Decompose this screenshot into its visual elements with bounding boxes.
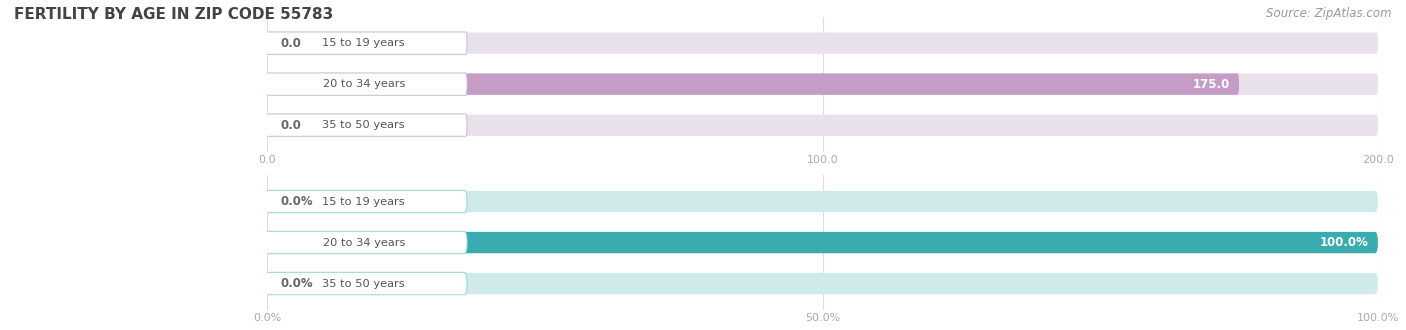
Text: 20 to 34 years: 20 to 34 years [322,79,405,89]
Text: 100.0%: 100.0% [1320,236,1369,249]
Text: 35 to 50 years: 35 to 50 years [322,279,405,288]
FancyBboxPatch shape [262,231,467,254]
Text: 0.0: 0.0 [280,37,301,50]
FancyBboxPatch shape [267,74,1239,95]
FancyBboxPatch shape [262,73,467,95]
Text: 20 to 34 years: 20 to 34 years [322,238,405,248]
Text: 0.0%: 0.0% [280,277,314,290]
Text: 0.0%: 0.0% [280,195,314,208]
FancyBboxPatch shape [267,74,1378,95]
Text: 35 to 50 years: 35 to 50 years [322,120,405,130]
FancyBboxPatch shape [267,273,1378,294]
Text: 15 to 19 years: 15 to 19 years [322,197,405,207]
FancyBboxPatch shape [262,114,467,136]
FancyBboxPatch shape [262,190,467,213]
FancyBboxPatch shape [267,191,1378,212]
Text: 175.0: 175.0 [1192,78,1230,91]
FancyBboxPatch shape [267,232,1378,253]
Text: FERTILITY BY AGE IN ZIP CODE 55783: FERTILITY BY AGE IN ZIP CODE 55783 [14,7,333,21]
FancyBboxPatch shape [267,232,1378,253]
FancyBboxPatch shape [262,32,467,54]
FancyBboxPatch shape [267,115,1378,136]
Text: Source: ZipAtlas.com: Source: ZipAtlas.com [1267,7,1392,19]
FancyBboxPatch shape [262,272,467,295]
Text: 0.0: 0.0 [280,119,301,132]
FancyBboxPatch shape [267,32,1378,54]
Text: 15 to 19 years: 15 to 19 years [322,38,405,48]
